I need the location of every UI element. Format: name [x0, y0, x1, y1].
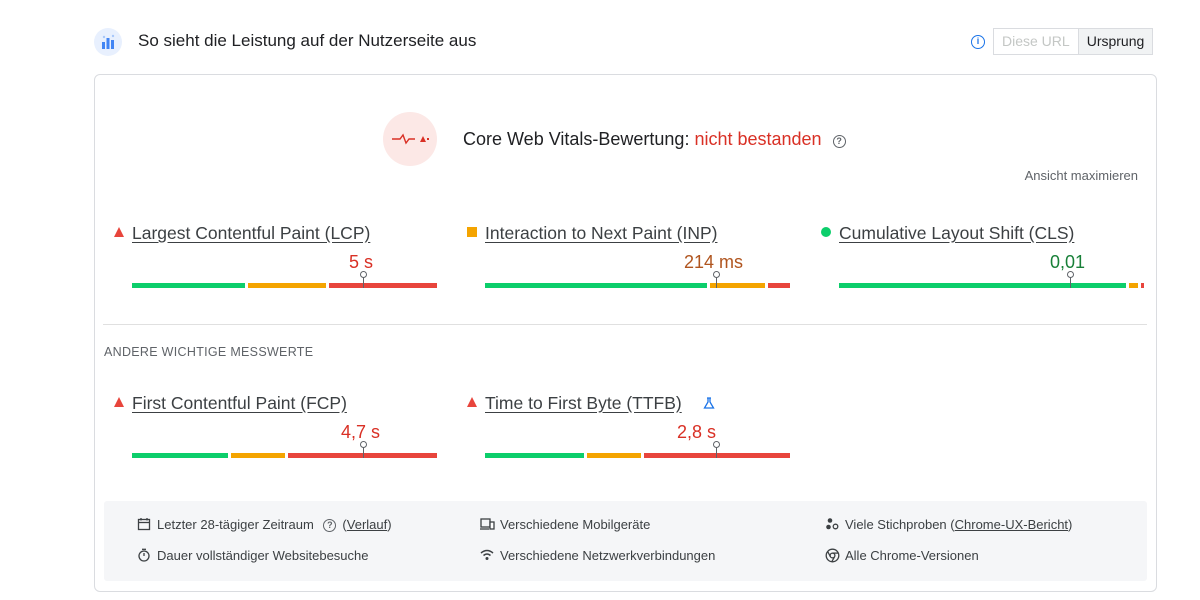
good-segment — [485, 283, 707, 288]
metric-cls: Cumulative Layout Shift (CLS) 0,01 — [821, 221, 1144, 311]
average-segment — [1128, 283, 1138, 288]
chrome-icon — [825, 548, 840, 563]
samples-text: Viele Stichproben — [845, 517, 947, 532]
metric-label-inp[interactable]: Interaction to Next Paint (INP) — [485, 223, 718, 243]
poor-triangle-icon — [467, 397, 477, 407]
failed-assessment-icon — [383, 112, 437, 166]
average-segment — [247, 283, 327, 288]
metric-value-cls: 0,01 — [1050, 252, 1086, 272]
good-circle-icon — [821, 227, 831, 237]
assessment-status: nicht bestanden — [694, 129, 822, 149]
this-url-button[interactable]: Diese URL — [994, 29, 1079, 54]
lighthouse-logo-icon — [94, 28, 122, 56]
metric-value-ttfb: 2,8 s — [677, 422, 717, 442]
distribution-bar-inp — [485, 271, 793, 288]
percentile-marker — [713, 441, 720, 458]
metric-label-lcp[interactable]: Largest Contentful Paint (LCP) — [132, 223, 371, 243]
page-header: So sieht die Leistung auf der Nutzerseit… — [94, 26, 1158, 58]
assessment-text: Core Web Vitals-Bewertung: nicht bestand… — [463, 129, 846, 150]
page-title: So sieht die Leistung auf der Nutzerseit… — [138, 31, 477, 50]
versions-text: Alle Chrome-Versionen — [845, 548, 979, 563]
good-segment — [132, 283, 245, 288]
info-icon[interactable]: i — [971, 35, 985, 49]
maximize-view-button[interactable]: Ansicht maximieren — [1024, 168, 1138, 183]
poor-segment — [1140, 283, 1144, 288]
good-segment — [132, 453, 228, 458]
metric-label-fcp[interactable]: First Contentful Paint (FCP) — [132, 393, 347, 413]
poor-segment — [768, 283, 790, 288]
distribution-bar-cls — [839, 271, 1147, 288]
percentile-marker — [360, 271, 367, 288]
metric-inp: Interaction to Next Paint (INP) 214 ms — [467, 221, 790, 311]
samples-icon — [825, 517, 839, 531]
devices-icon — [480, 517, 495, 531]
devices-text: Verschiedene Mobilgeräte — [500, 517, 651, 532]
scope-toggle: Diese URL Ursprung — [993, 28, 1154, 55]
calendar-icon — [137, 517, 151, 531]
crux-report-link[interactable]: Chrome-UX-Bericht — [954, 517, 1069, 532]
percentile-marker — [713, 271, 720, 288]
metric-value-fcp: 4,7 s — [341, 422, 381, 442]
distribution-bar-fcp — [132, 441, 440, 458]
average-segment — [230, 453, 285, 458]
metric-label-ttfb[interactable]: Time to First Byte (TTFB) — [485, 393, 682, 414]
wifi-icon — [480, 548, 494, 562]
distribution-bar-lcp — [132, 271, 440, 288]
origin-button[interactable]: Ursprung — [1078, 29, 1153, 54]
metric-ttfb: Time to First Byte (TTFB) 2,8 s — [467, 391, 790, 481]
help-icon[interactable]: ? — [323, 519, 337, 532]
average-segment — [586, 453, 641, 458]
poor-segment — [329, 283, 437, 288]
other-metrics-heading: ANDERE WICHTIGE MESSWERTE — [104, 345, 314, 359]
metric-lcp: Largest Contentful Paint (LCP) 5 s — [114, 221, 437, 311]
average-square-icon — [467, 227, 477, 237]
connections-text: Verschiedene Netzwerkverbindungen — [500, 548, 716, 563]
poor-triangle-icon — [114, 397, 124, 407]
section-divider — [103, 324, 1147, 325]
help-icon[interactable]: ? — [832, 135, 846, 148]
poor-segment — [287, 453, 437, 458]
good-segment — [839, 283, 1126, 288]
history-link[interactable]: Verlauf — [346, 517, 388, 532]
metric-fcp: First Contentful Paint (FCP) 4,7 s — [114, 391, 437, 481]
average-segment — [709, 283, 766, 288]
visit-duration-text: Dauer vollständiger Websitebesuche — [157, 548, 369, 563]
beaker-icon — [703, 396, 715, 409]
poor-triangle-icon — [114, 227, 124, 237]
ttfb-label-text: Time to First Byte (TTFB) — [485, 393, 682, 413]
distribution-bar-ttfb — [485, 441, 793, 458]
metric-value-inp: 214 ms — [684, 252, 744, 272]
metric-label-cls[interactable]: Cumulative Layout Shift (CLS) — [839, 223, 1075, 243]
cwv-assessment: Core Web Vitals-Bewertung: nicht bestand… — [383, 112, 863, 166]
field-data-card: Core Web Vitals-Bewertung: nicht bestand… — [94, 74, 1157, 592]
assessment-label: Core Web Vitals-Bewertung: — [463, 129, 690, 149]
good-segment — [485, 453, 584, 458]
percentile-marker — [360, 441, 367, 458]
metric-value-lcp: 5 s — [349, 252, 374, 272]
percentile-marker — [1067, 271, 1074, 288]
stopwatch-icon — [137, 548, 151, 562]
data-info-panel: Letzter 28-tägiger Zeitraum ? (Verlauf) D… — [104, 501, 1147, 581]
period-text: Letzter 28-tägiger Zeitraum — [157, 517, 314, 532]
